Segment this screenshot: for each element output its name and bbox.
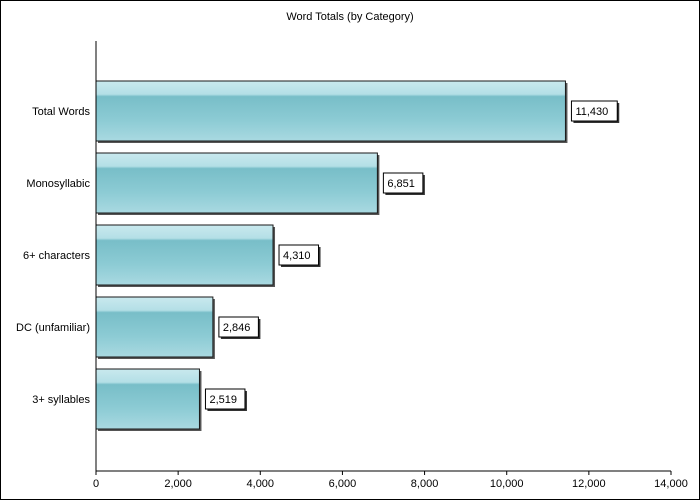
category-label: Total Words [32,106,90,118]
data-label: 11,430 [575,106,608,118]
x-tick-label: 8,000 [411,478,439,490]
category-label: 3+ syllables [32,394,90,406]
x-tick-label: 6,000 [329,478,357,490]
data-label-box [278,244,320,266]
data-label: 4,310 [283,250,311,262]
category-label: DC (unfamiliar) [16,322,90,334]
data-label: 6,851 [387,178,415,190]
x-tick-label: 0 [93,478,99,490]
bar [95,224,274,286]
data-label: 2,519 [209,394,237,406]
x-tick-label: 10,000 [490,478,524,490]
category-label: Monosyllabic [26,178,90,190]
data-label: 2,846 [223,322,251,334]
x-tick-label: 2,000 [164,478,192,490]
x-tick-label: 12,000 [572,478,606,490]
x-tick-label: 14,000 [654,478,688,490]
data-label-box [382,172,424,194]
bar [95,296,214,358]
chart-title: Word Totals (by Category) [286,11,414,23]
data-label-box [218,316,259,338]
category-label: 6+ characters [23,250,90,262]
bar [95,152,378,214]
bar [95,80,566,142]
data-label-box [570,100,618,122]
x-tick-label: 4,000 [247,478,275,490]
bar [95,368,200,430]
data-label-box [204,388,246,410]
